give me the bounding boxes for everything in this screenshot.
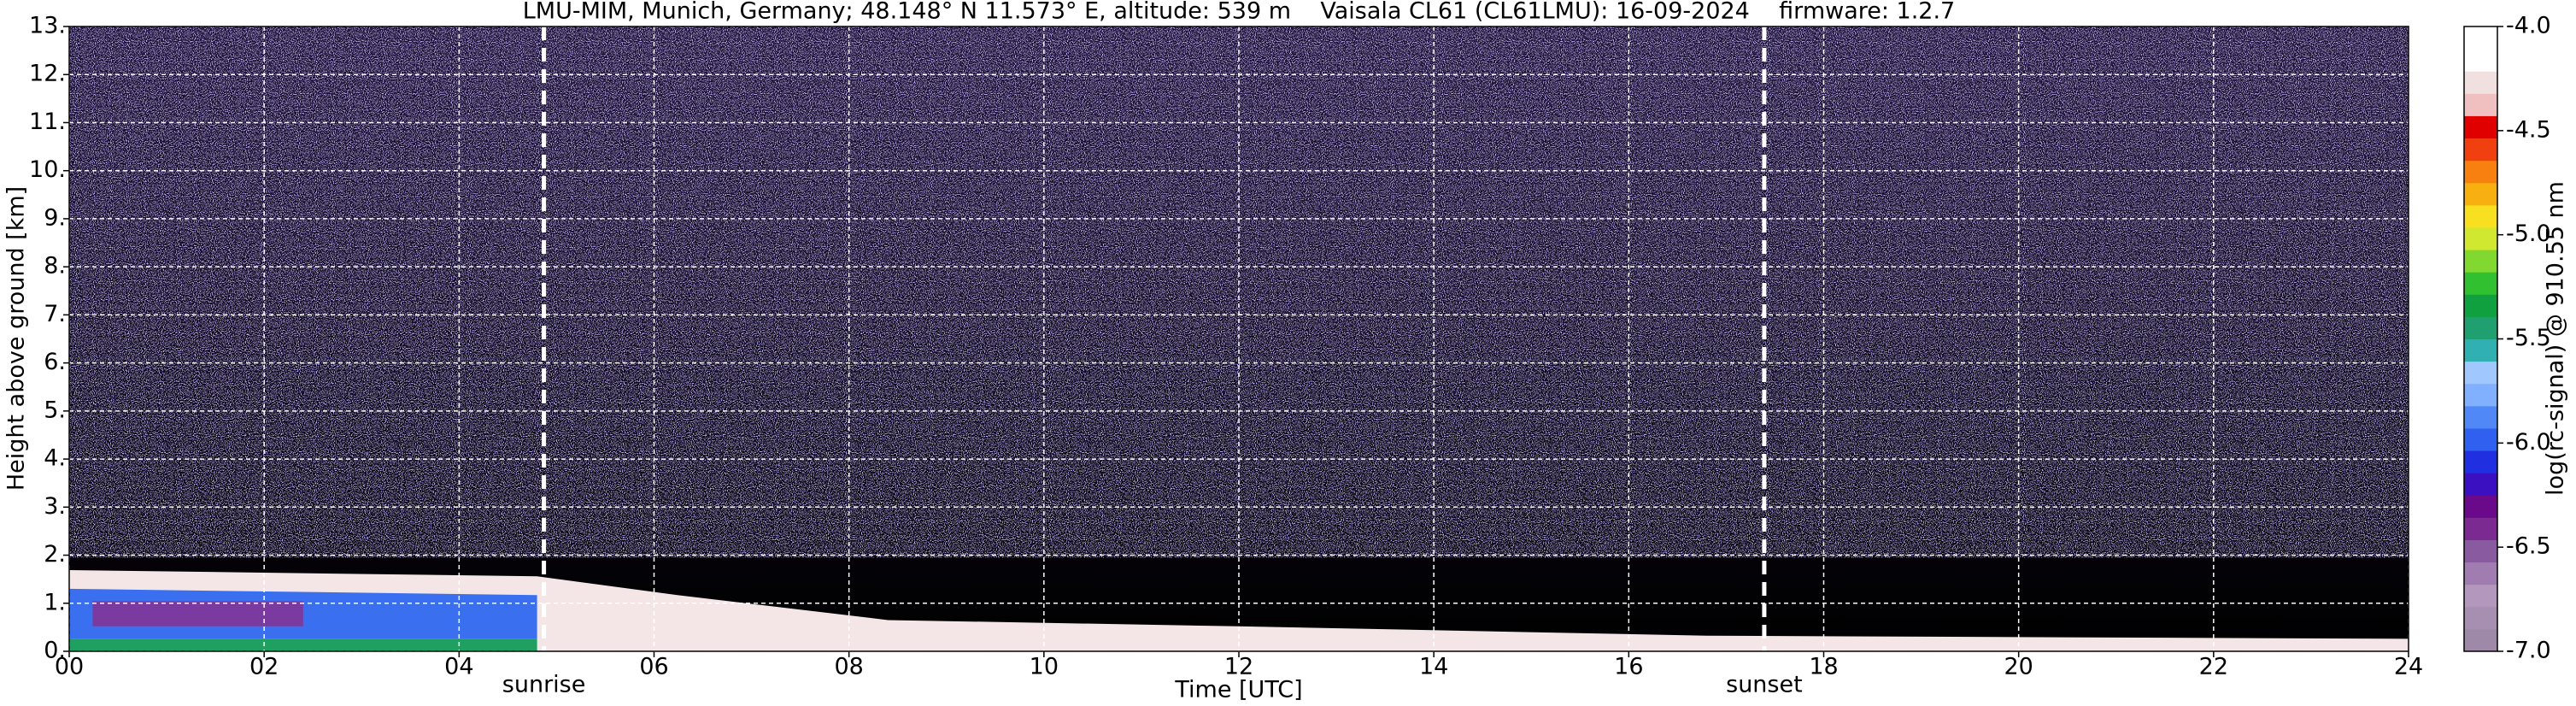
colorbar-segment [2464,361,2497,385]
colorbar-segment [2464,495,2497,518]
x-tick-label: 00 [55,654,84,680]
colorbar-segment [2464,473,2497,496]
colorbar-segment [2464,93,2497,116]
colorbar-segment [2464,204,2497,228]
colorbar-segment [2464,160,2497,184]
y-tick-label: 9. [44,204,66,231]
colorbar-tick-label: -7.0 [2506,638,2551,664]
plot-frame [68,26,2409,652]
colorbar-segment [2464,272,2497,295]
colorbar-tick-label: -4.0 [2506,13,2551,39]
colorbar-segment [2464,450,2497,474]
x-tick-label: 12 [1224,654,1253,680]
y-tick-label: 4. [44,445,66,472]
chart-title: LMU-MIM, Munich, Germany; 48.148° N 11.5… [523,0,1956,25]
y-tick-label: 11. [29,109,66,135]
sun-marker-label: sunset [1726,672,1803,698]
colorbar-label: log(rc-signal) @ 910.55 nm [2543,181,2569,496]
colorbar-tick-label: -4.5 [2506,116,2551,143]
aerosol-core [92,601,303,627]
colorbar-segment [2464,562,2497,585]
x-tick-label: 10 [1030,654,1059,680]
colorbar-segment [2464,138,2497,162]
x-tick-label: 06 [639,654,668,680]
colorbar-segment [2464,115,2497,139]
x-tick-label: 04 [444,654,473,680]
colorbar-tick-label: -6.0 [2506,429,2551,456]
colorbar-segment [2464,539,2497,563]
colorbar-segment [2464,227,2497,250]
colorbar-segment [2464,405,2497,429]
aerosol-base [69,638,537,651]
y-tick-label: 12. [29,61,66,87]
y-tick-label: 10. [29,156,66,183]
colorbar-tick-label: -6.5 [2506,533,2551,560]
y-tick-label: 3. [44,493,66,520]
x-tick-label: 18 [1809,654,1838,680]
colorbar-segment [2464,71,2497,94]
x-tick-label: 14 [1419,654,1448,680]
colorbar-segment [2464,250,2497,273]
x-tick-label: 16 [1614,654,1643,680]
colorbar-segment [2464,383,2497,407]
x-axis-label: Time [UTC] [1174,677,1302,703]
colorbar-segment [2464,294,2497,317]
colorbar-tick-label: -5.5 [2506,325,2551,351]
y-tick-label: 2. [44,541,66,568]
y-tick-label: 7. [44,301,66,327]
y-axis-label: Height above ground [km] [3,186,30,491]
x-tick-label: 08 [834,654,863,680]
x-tick-label: 02 [249,654,279,680]
colorbar-segment [2464,606,2497,630]
colorbar-segment [2464,427,2497,451]
colorbar-segment [2464,517,2497,540]
colorbar-segment [2464,338,2497,362]
y-tick-label: 1. [44,589,66,615]
y-tick-label: 6. [44,349,66,375]
colorbar-segment [2464,628,2497,652]
x-tick-label: 24 [2394,654,2423,680]
y-tick-label: 0. [44,638,66,664]
sun-marker-label: sunrise [502,672,586,698]
y-tick-label: 8. [44,253,66,279]
colorbar-segment [2464,584,2497,608]
x-tick-label: 22 [2199,654,2228,680]
boundary-layer [69,569,2409,651]
colorbar-segment [2464,26,2497,50]
y-tick-label: 13. [29,13,66,39]
x-tick-label: 20 [2004,654,2033,680]
colorbar-segment [2464,182,2497,206]
colorbar-tick-label: -5.0 [2506,221,2551,247]
colorbar-segment [2464,316,2497,339]
y-tick-label: 5. [44,397,66,423]
colorbar-segment [2464,49,2497,72]
